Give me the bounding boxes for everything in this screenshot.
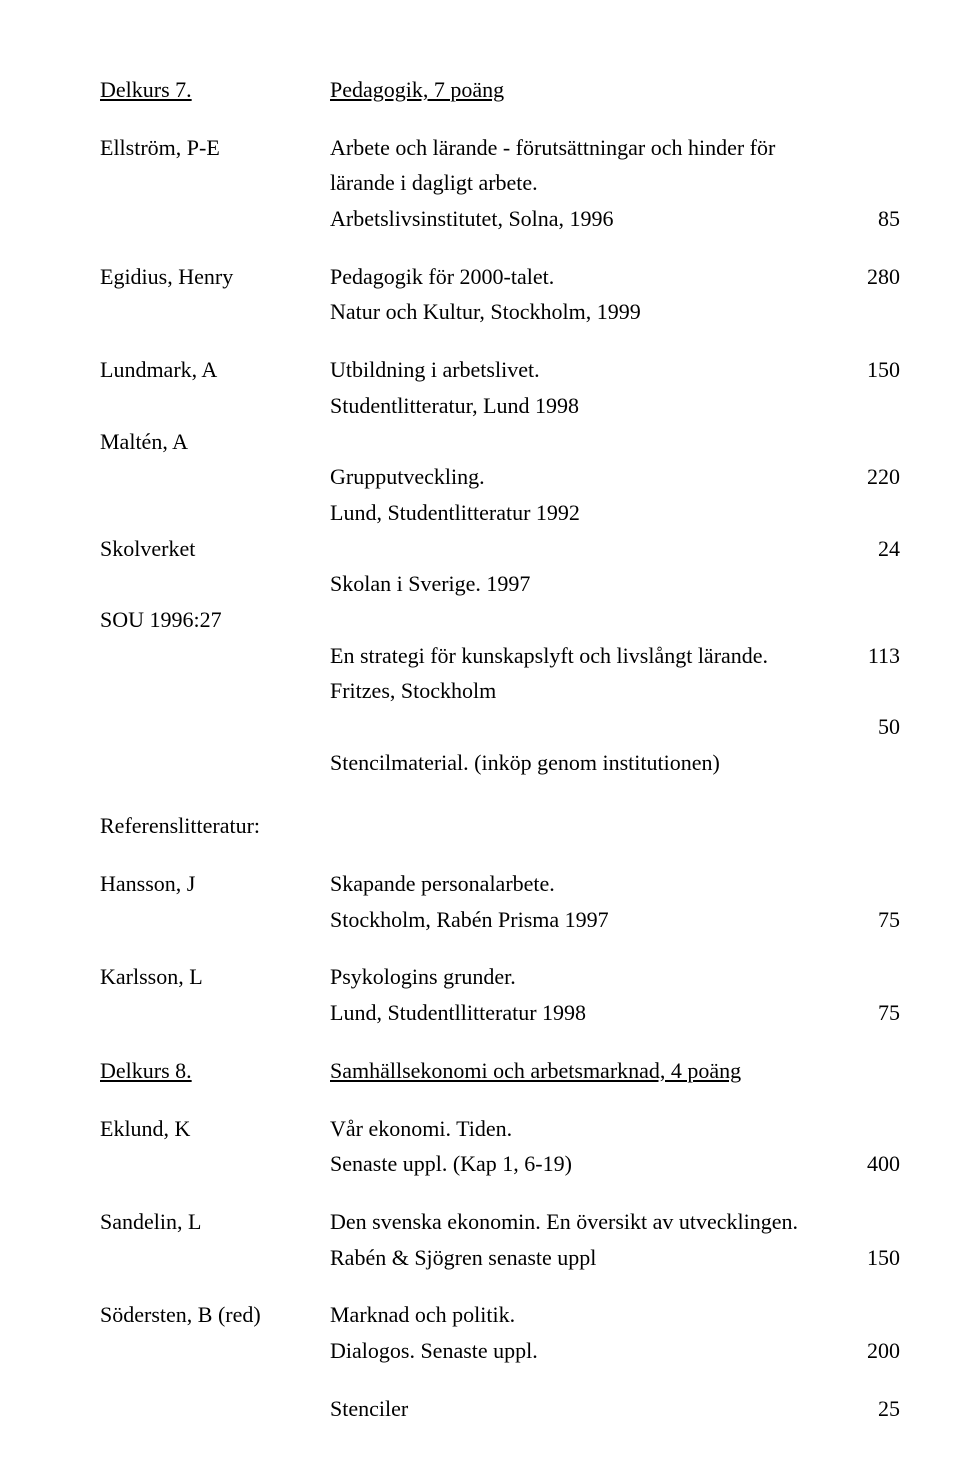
text-row: Natur och Kultur, Stockholm, 1999: [100, 297, 900, 327]
middle-column-text: Lund, Studentlitteratur 1992: [330, 498, 840, 528]
middle-column-text: Fritzes, Stockholm: [330, 676, 840, 706]
text-row: Referenslitteratur:: [100, 811, 900, 841]
left-column-text: Södersten, B (red): [100, 1300, 330, 1330]
left-column-text: Hansson, J: [100, 869, 330, 899]
page-count-number: 85: [840, 204, 900, 234]
text-row: Eklund, KVår ekonomi. Tiden.: [100, 1114, 900, 1144]
text-row: Egidius, HenryPedagogik för 2000-talet.2…: [100, 262, 900, 292]
page-count-number: 113: [840, 641, 900, 671]
middle-column-text: Grupputveckling.: [330, 462, 840, 492]
middle-column-text: Pedagogik för 2000-talet.: [330, 262, 840, 292]
middle-column-text: Pedagogik, 7 poäng: [330, 75, 840, 105]
left-column-text: Delkurs 7.: [100, 75, 330, 105]
middle-column-text: En strategi för kunskapslyft och livslån…: [330, 641, 840, 671]
underlined-label: Samhällsekonomi och arbetsmarknad, 4 poä…: [330, 1058, 741, 1083]
middle-column-text: Stencilmaterial. (inköp genom institutio…: [330, 748, 840, 778]
middle-column-text: Stockholm, Rabén Prisma 1997: [330, 905, 840, 935]
left-column-text: Karlsson, L: [100, 962, 330, 992]
middle-column-text: Lund, Studentllitteratur 1998: [330, 998, 840, 1028]
left-column-text: Delkurs 8.: [100, 1056, 330, 1086]
text-row: Lund, Studentlitteratur 1992: [100, 498, 900, 528]
page-count-number: 150: [840, 355, 900, 385]
text-row: Skolverket 24: [100, 534, 900, 564]
page-count-number: 50: [840, 712, 900, 742]
text-row: Grupputveckling.220: [100, 462, 900, 492]
text-row: Dialogos. Senaste uppl.200: [100, 1336, 900, 1366]
page-count-number: 75: [840, 905, 900, 935]
text-row: Studentlitteratur, Lund 1998: [100, 391, 900, 421]
text-row: Arbetslivsinstitutet, Solna, 199685: [100, 204, 900, 234]
left-column-text: Lundmark, A: [100, 355, 330, 385]
text-row: Stenciler25: [100, 1394, 900, 1424]
middle-column-text: Samhällsekonomi och arbetsmarknad, 4 poä…: [330, 1056, 840, 1086]
middle-column-text: Natur och Kultur, Stockholm, 1999: [330, 297, 840, 327]
text-row: Stockholm, Rabén Prisma 199775: [100, 905, 900, 935]
text-row: Lundmark, AUtbildning i arbetslivet.150: [100, 355, 900, 385]
middle-column-text: Psykologins grunder.: [330, 962, 840, 992]
page-count-number: 220: [840, 462, 900, 492]
left-column-text: SOU 1996:27: [100, 605, 330, 635]
left-column-text: Eklund, K: [100, 1114, 330, 1144]
middle-column-text: Stenciler: [330, 1394, 840, 1424]
text-row: Hansson, JSkapande personalarbete.: [100, 869, 900, 899]
middle-column-text: Den svenska ekonomin. En översikt av utv…: [330, 1207, 840, 1237]
left-column-text: Sandelin, L: [100, 1207, 330, 1237]
page-count-number: 150: [840, 1243, 900, 1273]
underlined-label: Delkurs 8.: [100, 1058, 192, 1083]
middle-column-text: Skolan i Sverige. 1997: [330, 569, 840, 599]
text-row: En strategi för kunskapslyft och livslån…: [100, 641, 900, 671]
text-row: Södersten, B (red)Marknad och politik.: [100, 1300, 900, 1330]
text-row: Delkurs 7. Pedagogik, 7 poäng: [100, 75, 900, 105]
middle-column-text: Arbete och lärande - förutsättningar och…: [330, 133, 840, 163]
left-column-text: Egidius, Henry: [100, 262, 330, 292]
text-row: Stencilmaterial. (inköp genom institutio…: [100, 748, 900, 778]
text-row: 50: [100, 712, 900, 742]
left-column-text: Referenslitteratur:: [100, 811, 330, 841]
text-row: lärande i dagligt arbete.: [100, 168, 900, 198]
left-column-text: Maltén, A: [100, 427, 330, 457]
page-count-number: 200: [840, 1336, 900, 1366]
text-row: Fritzes, Stockholm: [100, 676, 900, 706]
text-row: Karlsson, LPsykologins grunder.: [100, 962, 900, 992]
middle-column-text: Marknad och politik.: [330, 1300, 840, 1330]
page-count-number: 75: [840, 998, 900, 1028]
middle-column-text: Rabén & Sjögren senaste uppl: [330, 1243, 840, 1273]
text-row: Rabén & Sjögren senaste uppl150: [100, 1243, 900, 1273]
left-column-text: Ellström, P-E: [100, 133, 330, 163]
middle-column-text: Arbetslivsinstitutet, Solna, 1996: [330, 204, 840, 234]
text-row: Sandelin, LDen svenska ekonomin. En över…: [100, 1207, 900, 1237]
document-body: Delkurs 7. Pedagogik, 7 poäng Ellström, P-…: [100, 75, 900, 1423]
text-row: SOU 1996:27: [100, 605, 900, 635]
text-row: Lund, Studentllitteratur 199875: [100, 998, 900, 1028]
middle-column-text: Studentlitteratur, Lund 1998: [330, 391, 840, 421]
middle-column-text: Skapande personalarbete.: [330, 869, 840, 899]
text-row: Delkurs 8. Samhällsekonomi och arbetsmark…: [100, 1056, 900, 1086]
middle-column-text: Senaste uppl. (Kap 1, 6-19): [330, 1149, 840, 1179]
middle-column-text: lärande i dagligt arbete.: [330, 168, 840, 198]
middle-column-text: Dialogos. Senaste uppl.: [330, 1336, 840, 1366]
middle-column-text: Vår ekonomi. Tiden.: [330, 1114, 840, 1144]
underlined-label: Delkurs 7.: [100, 77, 192, 102]
text-row: Senaste uppl. (Kap 1, 6-19)400: [100, 1149, 900, 1179]
middle-column-text: Utbildning i arbetslivet.: [330, 355, 840, 385]
page-count-number: 280: [840, 262, 900, 292]
page-count-number: 24: [840, 534, 900, 564]
left-column-text: Skolverket: [100, 534, 330, 564]
text-row: Maltén, A: [100, 427, 900, 457]
text-row: Skolan i Sverige. 1997: [100, 569, 900, 599]
underlined-label: Pedagogik, 7 poäng: [330, 77, 504, 102]
page-count-number: 400: [840, 1149, 900, 1179]
page-count-number: 25: [840, 1394, 900, 1424]
text-row: Ellström, P-EArbete och lärande - föruts…: [100, 133, 900, 163]
